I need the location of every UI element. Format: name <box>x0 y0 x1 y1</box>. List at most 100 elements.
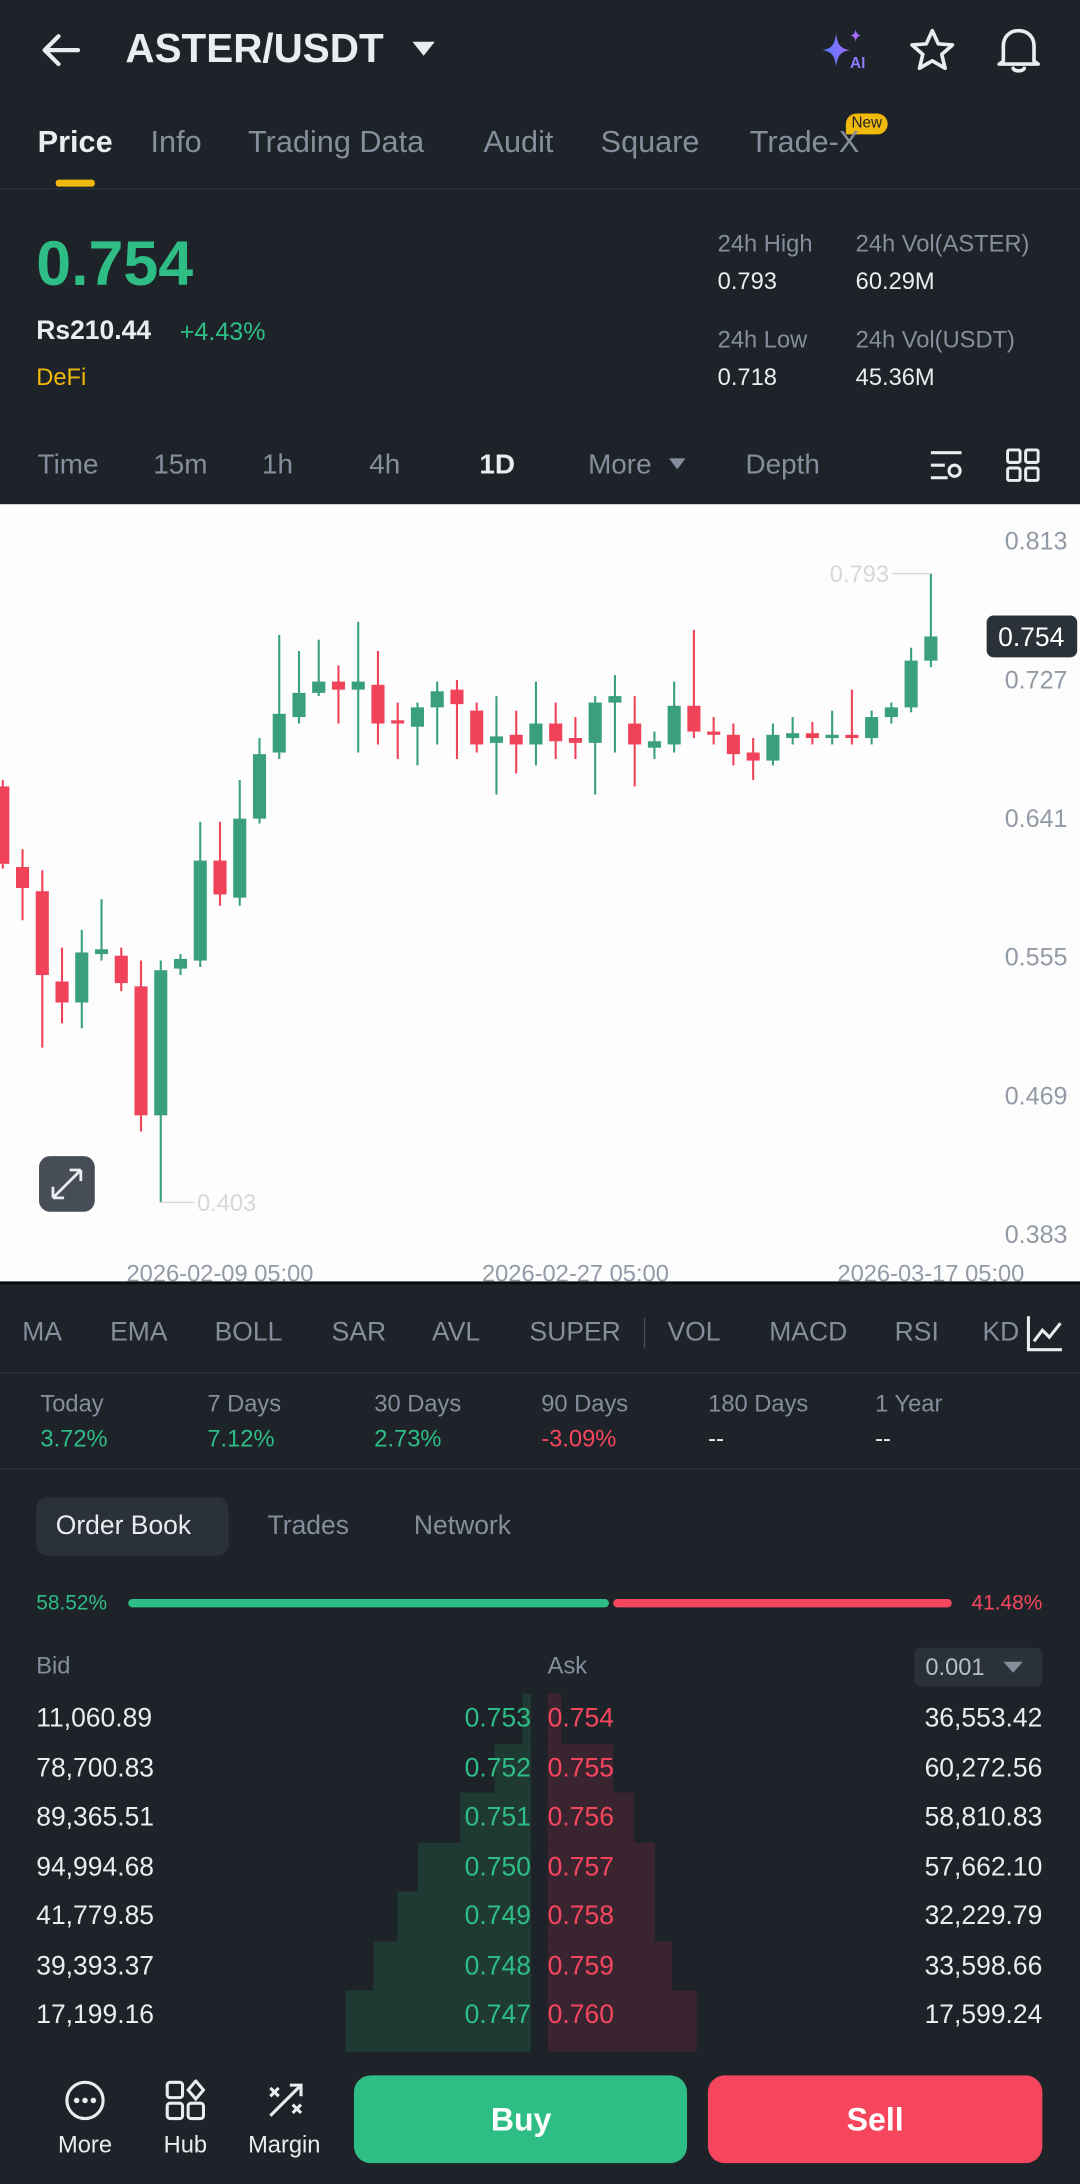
y-tick-label: 0.727 <box>1005 666 1068 694</box>
ask-price[interactable]: 0.757 <box>547 1852 614 1882</box>
bid-price[interactable]: 0.748 <box>464 1951 531 1981</box>
period-value: 3.72% <box>40 1425 108 1453</box>
interval[interactable]: Depth <box>745 449 820 481</box>
hub-icon[interactable] <box>164 2079 206 2122</box>
separator <box>643 1317 646 1349</box>
stat-value: 0.718 <box>717 364 777 391</box>
ask-quantity[interactable]: 32,229.79 <box>924 1901 1043 1932</box>
ask-depth <box>547 1891 655 1942</box>
bid-price[interactable]: 0.753 <box>464 1704 531 1734</box>
buy-button[interactable] <box>353 2075 688 2164</box>
ai-button[interactable]: AI <box>819 28 869 75</box>
category-tag[interactable]: DeFi <box>36 364 87 391</box>
candle-body <box>15 867 30 888</box>
ask-quantity[interactable]: 57,662.10 <box>924 1852 1043 1882</box>
bid-price[interactable]: 0.749 <box>464 1901 531 1932</box>
period-label: 1 Year <box>875 1390 943 1418</box>
candle-body <box>588 702 602 743</box>
indicator[interactable]: MA <box>22 1318 63 1348</box>
indicator-settings[interactable] <box>1026 1313 1065 1352</box>
candle-body <box>213 860 227 895</box>
indicator[interactable]: EMA <box>110 1318 168 1348</box>
ask-price[interactable]: 0.758 <box>547 1901 614 1932</box>
indicator[interactable]: VOL <box>667 1318 721 1348</box>
ask-quantity[interactable]: 17,599.24 <box>924 2000 1043 2031</box>
book-tab[interactable]: Trades <box>267 1511 349 1542</box>
tab[interactable]: Audit <box>483 123 554 159</box>
more-caret <box>668 458 686 470</box>
tab[interactable]: Trade-X <box>749 123 860 159</box>
y-tick-label: 0.469 <box>1005 1082 1068 1110</box>
indicator[interactable]: BOLL <box>214 1318 283 1348</box>
nav-label[interactable]: Hub <box>163 2131 208 2159</box>
ask-quantity[interactable]: 60,272.56 <box>924 1753 1043 1783</box>
buy-label: Buy <box>490 2101 552 2138</box>
interval[interactable]: 1D <box>479 449 516 481</box>
back-button[interactable] <box>39 31 84 70</box>
candle-body <box>470 710 484 745</box>
bid-quantity[interactable]: 89,365.51 <box>36 1803 155 1833</box>
ask-price[interactable]: 0.755 <box>547 1753 614 1783</box>
candle-body <box>94 949 109 955</box>
indicator[interactable]: SUPER <box>529 1318 621 1348</box>
bid-quantity[interactable]: 39,393.37 <box>36 1951 155 1981</box>
interval[interactable]: 15m <box>153 449 208 481</box>
alert-button[interactable] <box>995 25 1042 75</box>
bid-quantity[interactable]: 78,700.83 <box>36 1753 155 1783</box>
period-value: 2.73% <box>374 1425 442 1453</box>
book-tab[interactable]: Order Book <box>55 1511 192 1542</box>
chart-settings[interactable] <box>928 449 964 482</box>
pair-dropdown[interactable] <box>411 40 436 57</box>
candle-body <box>272 713 286 753</box>
bid-quantity[interactable]: 94,994.68 <box>36 1852 155 1882</box>
bid-quantity[interactable]: 11,060.89 <box>36 1704 153 1734</box>
tab[interactable]: Info <box>150 123 202 159</box>
interval[interactable]: 1h <box>261 449 293 481</box>
stat-label: 24h Vol(USDT) <box>855 326 1015 354</box>
candle-body <box>529 723 543 745</box>
indicator[interactable]: MACD <box>769 1318 848 1348</box>
more-icon[interactable] <box>64 2080 106 2122</box>
candle-body <box>825 734 839 739</box>
candle-body <box>0 786 10 864</box>
ask-quantity[interactable]: 36,553.42 <box>924 1704 1043 1734</box>
ask-price[interactable]: 0.756 <box>547 1803 614 1833</box>
interval[interactable]: Time <box>37 449 99 481</box>
bid-quantity[interactable]: 17,199.16 <box>36 2000 155 2031</box>
tab[interactable]: Square <box>600 123 700 159</box>
y-tick-label: 0.641 <box>1005 805 1068 833</box>
indicator[interactable]: RSI <box>894 1318 939 1348</box>
bid-price[interactable]: 0.751 <box>464 1803 531 1833</box>
ask-price[interactable]: 0.760 <box>547 2000 614 2031</box>
book-tab[interactable]: Network <box>413 1511 511 1542</box>
favorite-button[interactable] <box>909 28 956 73</box>
step-dropdown[interactable] <box>914 1647 1043 1687</box>
ask-price[interactable]: 0.754 <box>547 1704 614 1734</box>
interval[interactable]: More <box>588 449 652 481</box>
candle-body <box>371 684 385 724</box>
nav-label[interactable]: More <box>58 2131 112 2159</box>
expand-button[interactable] <box>39 1156 95 1212</box>
ask-quantity[interactable]: 58,810.83 <box>924 1803 1043 1833</box>
indicator[interactable]: AVL <box>432 1318 481 1348</box>
y-tick-label: 0.383 <box>1005 1221 1068 1249</box>
interval[interactable]: 4h <box>369 449 401 481</box>
bid-price[interactable]: 0.750 <box>464 1852 531 1882</box>
bid-ratio-bar <box>128 1599 609 1608</box>
pair-title[interactable]: ASTER/USDT <box>125 27 384 72</box>
tab[interactable]: Price <box>37 123 113 159</box>
margin-icon[interactable] <box>265 2080 307 2122</box>
sell-button[interactable] <box>707 2075 1043 2164</box>
layout-button[interactable] <box>1006 448 1040 482</box>
tab[interactable]: Trading Data <box>248 123 425 159</box>
ask-quantity[interactable]: 33,598.66 <box>924 1951 1043 1981</box>
nav-label[interactable]: Margin <box>248 2131 321 2159</box>
bid-price[interactable]: 0.747 <box>464 2000 531 2031</box>
candle-body <box>331 681 346 690</box>
indicator[interactable]: KD <box>982 1318 1020 1348</box>
bid-quantity[interactable]: 41,779.85 <box>36 1901 155 1932</box>
bid-depth <box>459 1792 531 1843</box>
ask-price[interactable]: 0.759 <box>547 1951 614 1981</box>
bid-price[interactable]: 0.752 <box>464 1753 531 1783</box>
indicator[interactable]: SAR <box>331 1318 387 1348</box>
